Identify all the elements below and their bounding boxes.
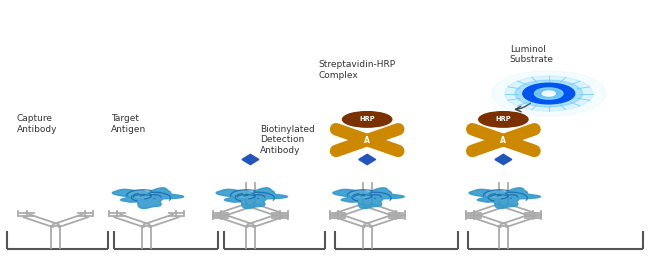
Text: HRP: HRP	[359, 116, 375, 122]
Polygon shape	[233, 191, 257, 198]
Circle shape	[515, 80, 582, 107]
Text: A: A	[364, 135, 370, 145]
Polygon shape	[486, 191, 510, 198]
Polygon shape	[242, 154, 259, 165]
Circle shape	[504, 76, 593, 111]
Circle shape	[542, 91, 555, 96]
Text: Streptavidin-HRP
Complex: Streptavidin-HRP Complex	[318, 60, 396, 80]
Ellipse shape	[343, 112, 392, 127]
Polygon shape	[469, 188, 540, 209]
Polygon shape	[333, 188, 404, 209]
Polygon shape	[216, 188, 287, 209]
Polygon shape	[359, 154, 376, 165]
Text: HRP: HRP	[495, 116, 511, 122]
Text: Luminol
Substrate: Luminol Substrate	[510, 45, 554, 64]
Circle shape	[523, 83, 575, 104]
Text: Capture
Antibody: Capture Antibody	[17, 114, 57, 134]
Circle shape	[534, 88, 563, 99]
Ellipse shape	[478, 112, 528, 127]
Text: Target
Antigen: Target Antigen	[111, 114, 146, 134]
Polygon shape	[495, 154, 512, 165]
Text: A: A	[500, 135, 506, 145]
Polygon shape	[350, 191, 374, 198]
Polygon shape	[112, 188, 184, 209]
Polygon shape	[130, 191, 153, 198]
Circle shape	[491, 71, 606, 116]
Text: Biotinylated
Detection
Antibody: Biotinylated Detection Antibody	[260, 125, 315, 155]
